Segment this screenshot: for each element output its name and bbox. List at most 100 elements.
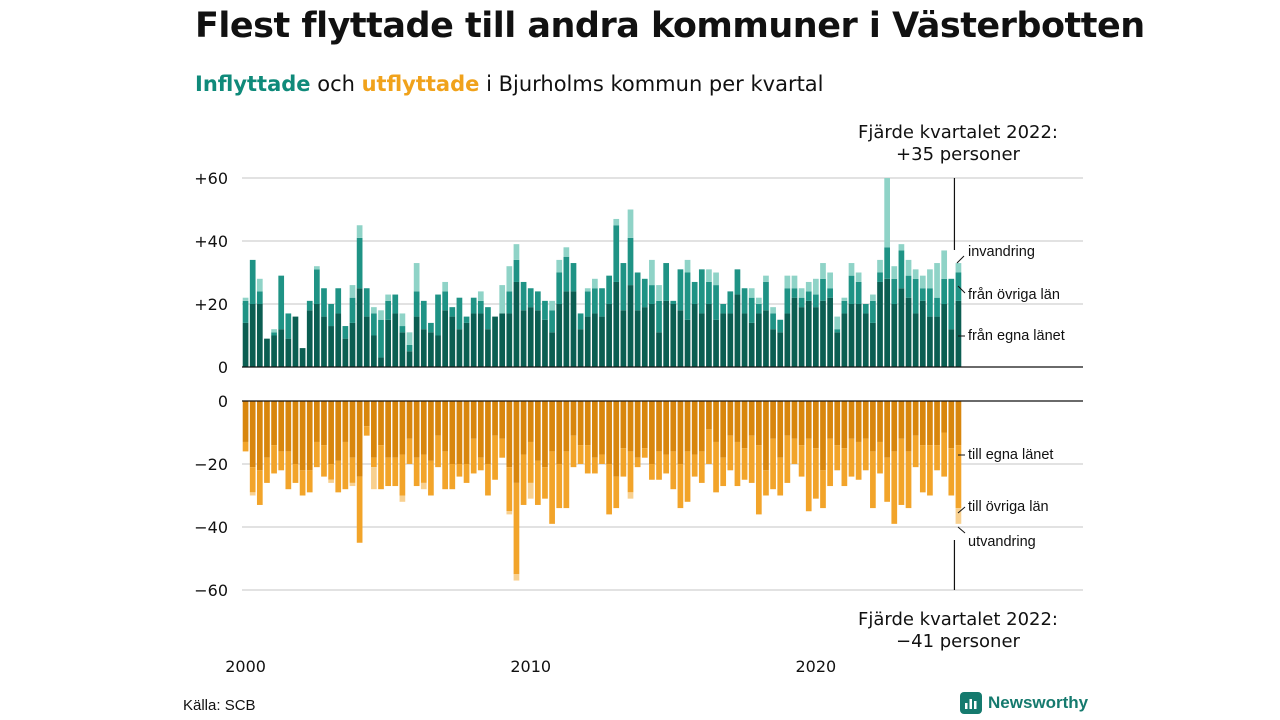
bar-in-1 <box>791 288 798 298</box>
bar-in-0 <box>955 300 962 367</box>
bar-out-0 <box>706 401 712 430</box>
bar-out-0 <box>734 401 741 442</box>
bar-in-1 <box>249 259 256 304</box>
bar-in-0 <box>948 329 955 367</box>
bar-in-2 <box>891 266 898 279</box>
bar-out-2 <box>513 574 520 581</box>
bar-out-0 <box>627 401 634 452</box>
bar-in-1 <box>898 250 905 289</box>
bar-in-2 <box>684 259 691 273</box>
bar-in-0 <box>663 300 670 367</box>
bar-in-1 <box>663 263 670 301</box>
bar-in-2 <box>791 275 798 289</box>
chart-title: Flest flyttade till andra kommuner i Väs… <box>195 6 1145 46</box>
bar-in-1 <box>335 288 342 314</box>
bar-in-2 <box>406 332 413 345</box>
bar-out-0 <box>827 401 833 439</box>
bar-in-1 <box>563 256 570 292</box>
brand-logo[interactable]: Newsworthy <box>960 692 1088 714</box>
bar-in-1 <box>870 300 876 323</box>
bar-out-0 <box>306 401 313 471</box>
bar-in-2 <box>941 250 948 279</box>
bar-out-0 <box>670 401 677 452</box>
bar-out-0 <box>905 401 912 452</box>
bar-in-0 <box>841 313 848 367</box>
bar-out-1 <box>734 441 741 487</box>
bar-out-0 <box>955 401 962 446</box>
bar-out-1 <box>713 441 719 493</box>
label-tick <box>957 285 966 294</box>
bar-out-1 <box>335 460 342 493</box>
bar-in-2 <box>499 285 506 314</box>
bar-in-0 <box>934 316 940 367</box>
bar-out-1 <box>321 445 327 477</box>
bar-out-1 <box>720 457 727 487</box>
bar-in-0 <box>371 335 377 367</box>
bar-out-0 <box>941 401 948 433</box>
bar-out-0 <box>456 401 463 464</box>
bar-in-2 <box>912 269 919 279</box>
bar-out-1 <box>698 451 705 483</box>
bar-out-0 <box>784 401 791 436</box>
bar-out-0 <box>770 401 776 439</box>
bar-in-0 <box>813 307 819 367</box>
bar-out-1 <box>271 445 277 474</box>
bar-out-1 <box>948 448 955 496</box>
bar-in-0 <box>428 332 434 367</box>
bar-in-1 <box>321 288 327 317</box>
bar-out-1 <box>428 460 434 496</box>
bar-in-1 <box>399 326 406 333</box>
bar-in-0 <box>321 316 327 367</box>
bar-out-1 <box>791 438 798 464</box>
bar-out-1 <box>249 467 256 493</box>
bar-in-1 <box>278 275 285 330</box>
bar-in-0 <box>449 316 456 367</box>
y-tick-label: +40 <box>194 232 228 251</box>
bar-out-1 <box>420 454 427 483</box>
bar-in-1 <box>855 281 862 304</box>
bar-in-0 <box>542 319 548 367</box>
bar-in-0 <box>278 329 285 367</box>
bar-in-0 <box>684 319 691 367</box>
bar-out-1 <box>292 464 299 483</box>
bar-in-1 <box>777 319 784 333</box>
bar-in-1 <box>884 247 890 279</box>
bar-in-0 <box>748 322 755 367</box>
bar-in-1 <box>470 297 477 314</box>
bar-in-1 <box>634 272 641 311</box>
subtitle-rest: i Bjurholms kommun per kvartal <box>479 72 824 96</box>
bar-out-0 <box>570 401 577 436</box>
bar-in-1 <box>734 269 741 295</box>
bar-in-0 <box>349 322 356 367</box>
bar-in-0 <box>649 304 655 367</box>
bar-out-1 <box>813 448 819 499</box>
y-tick-label: +20 <box>194 295 228 314</box>
bar-out-1 <box>641 448 648 458</box>
bar-out-1 <box>463 464 470 483</box>
bar-out-0 <box>656 401 662 452</box>
bar-out-1 <box>891 451 898 524</box>
bar-out-1 <box>534 460 541 505</box>
bar-in-0 <box>627 285 634 367</box>
bar-out-1 <box>470 438 477 474</box>
bar-in-0 <box>834 332 841 367</box>
bar-in-0 <box>342 338 349 367</box>
bar-in-1 <box>385 300 391 320</box>
bar-in-1 <box>834 329 841 333</box>
bar-out-0 <box>470 401 477 439</box>
y-tick-label: 0 <box>218 392 228 411</box>
bar-in-1 <box>706 281 712 304</box>
bar-in-1 <box>549 310 555 333</box>
bar-in-0 <box>620 310 627 367</box>
top-callout-line1: Fjärde kvartalet 2022: <box>858 122 1058 143</box>
bar-out-0 <box>698 401 705 452</box>
bar-in-1 <box>527 288 534 308</box>
bar-in-0 <box>328 326 334 367</box>
bar-in-1 <box>813 294 819 308</box>
bar-out-0 <box>527 401 534 442</box>
bar-out-1 <box>784 435 791 483</box>
bar-out-1 <box>485 464 491 496</box>
bar-in-0 <box>670 304 677 367</box>
bar-out-1 <box>256 470 263 505</box>
bar-out-1 <box>770 438 776 490</box>
